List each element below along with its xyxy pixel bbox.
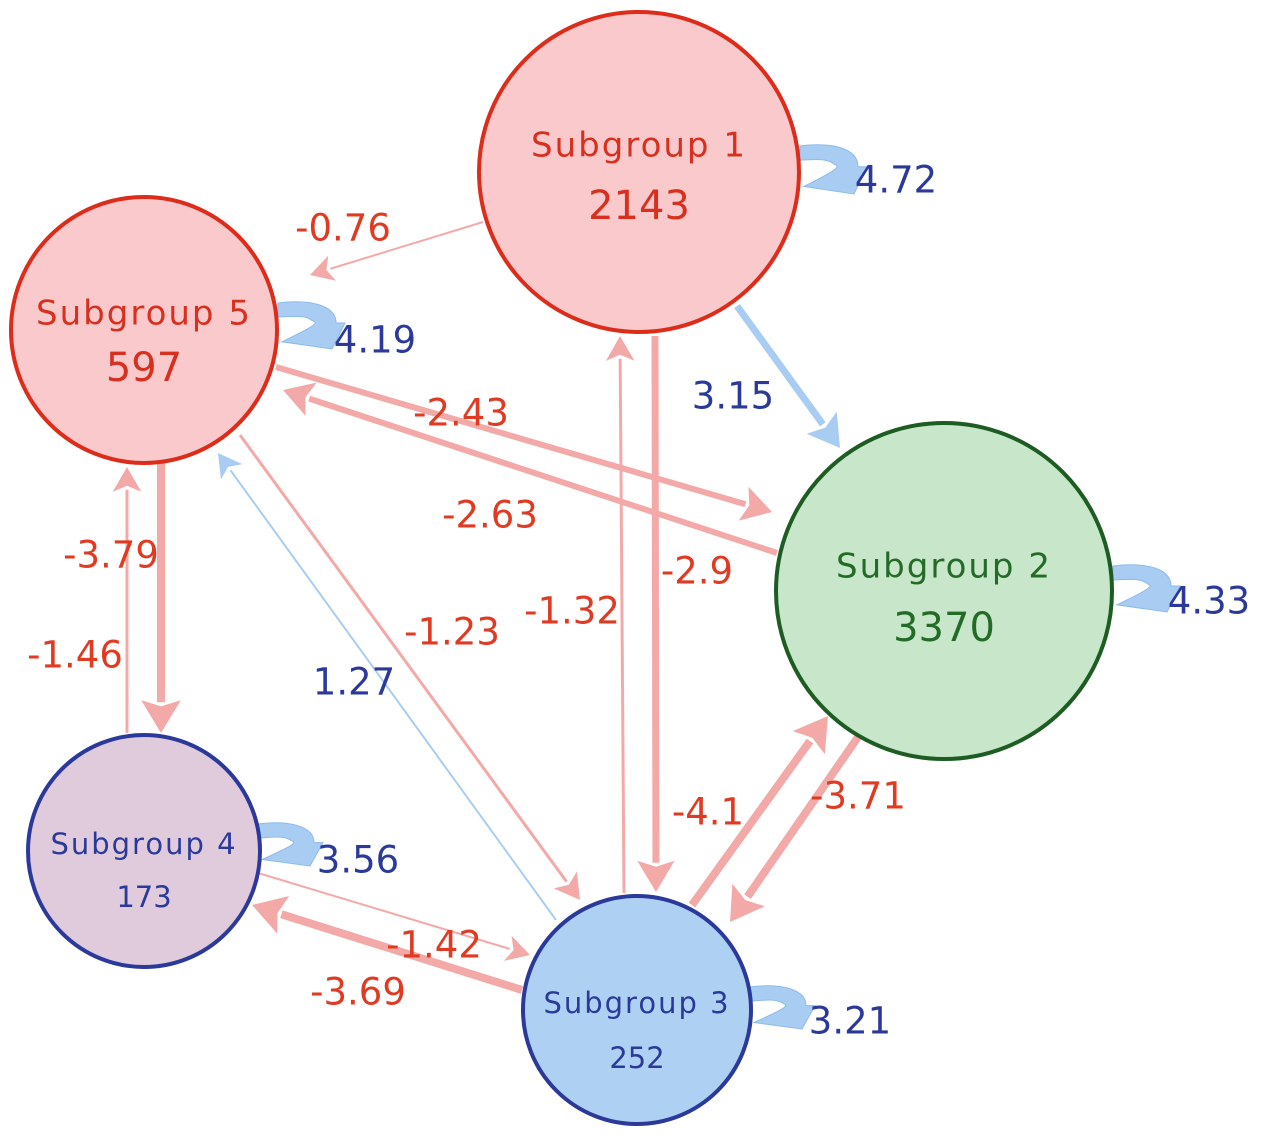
edge-weight-label: -2.9	[661, 550, 733, 593]
node-count: 173	[116, 880, 171, 914]
node-subgroup-2: Subgroup 2 3370	[774, 421, 1114, 761]
self-loop-arrow	[257, 822, 324, 867]
edge-weight-label: -3.79	[63, 534, 159, 577]
edge-4-to-3	[257, 872, 530, 961]
node-circle	[774, 421, 1114, 761]
node-name: Subgroup 3	[543, 986, 730, 1020]
self-loop-5	[277, 301, 346, 350]
edge-arrowhead	[141, 700, 181, 733]
node-subgroup-4: Subgroup 4 173	[26, 733, 262, 969]
edge-line	[744, 734, 862, 899]
self-loop-arrow	[749, 985, 816, 1030]
edge-line	[734, 303, 826, 427]
edge-weight-label: -1.42	[386, 924, 482, 967]
edge-2-to-3	[730, 734, 862, 922]
edge-line	[651, 335, 660, 863]
edge-arrowhead	[112, 467, 142, 492]
edge-line	[229, 469, 557, 921]
node-circle	[9, 195, 279, 465]
node-subgroup-5: Subgroup 5 597	[9, 195, 279, 465]
node-subgroup-3: Subgroup 3 252	[521, 894, 753, 1126]
self-loop-label: 4.33	[1168, 580, 1250, 623]
edge-5-to-4	[141, 463, 181, 733]
edge-1-to-5	[310, 221, 484, 281]
edges-layer	[112, 221, 862, 994]
edge-arrowhead	[738, 486, 772, 521]
node-name: Subgroup 4	[50, 827, 237, 861]
self-loop-label: 4.72	[855, 159, 937, 202]
self-loop-arrow	[277, 301, 346, 350]
edge-5-to-2	[275, 364, 772, 521]
edge-labels-layer: -0.76 3.15 -2.43 -2.63 -3.79 -1.46 -1.231.27 -1…	[27, 159, 1250, 1043]
edge-1-to-3	[637, 335, 675, 892]
self-loop-label: 3.21	[809, 1000, 891, 1043]
self-loop-3	[749, 985, 816, 1030]
node-count: 252	[609, 1041, 664, 1075]
edge-arrowhead	[637, 860, 675, 892]
node-subgroup-1: Subgroup 1 2143	[477, 10, 801, 334]
edge-3-to-2	[688, 716, 828, 908]
edge-arrowhead	[252, 896, 290, 934]
edge-3-to-4	[252, 896, 524, 994]
edge-3-to-1	[605, 336, 635, 894]
edge-line	[257, 872, 510, 950]
edge-arrowhead	[806, 411, 840, 448]
node-circle	[477, 10, 801, 334]
edge-line	[280, 910, 524, 994]
edge-line	[688, 738, 814, 908]
edge-line	[618, 358, 626, 894]
edge-weight-label: -3.71	[810, 775, 906, 818]
edge-weight-label: -2.43	[413, 392, 509, 435]
self-loop-label: 4.19	[334, 319, 416, 362]
edge-4-to-5	[112, 467, 142, 733]
edge-1-to-2	[734, 303, 840, 448]
self-loop-arrow	[1112, 564, 1181, 613]
node-circle	[26, 733, 262, 969]
edge-weight-label: -1.32	[524, 590, 620, 633]
node-name: Subgroup 1	[531, 126, 747, 166]
edge-line	[238, 434, 568, 883]
node-count: 597	[106, 345, 182, 391]
self-loop-label: 3.56	[317, 839, 399, 882]
edge-line	[329, 221, 484, 270]
node-count: 3370	[893, 605, 995, 651]
edge-arrowhead	[553, 871, 580, 900]
edge-arrowhead	[605, 336, 635, 361]
node-name: Subgroup 2	[836, 547, 1052, 587]
node-circle	[521, 894, 753, 1126]
node-name: Subgroup 5	[36, 294, 252, 334]
edge-weight-label: -4.1	[672, 791, 744, 834]
self-loop-4	[257, 822, 324, 867]
edge-weight-label: -1.23	[404, 611, 500, 654]
edge-weight-label: -0.76	[295, 207, 391, 250]
edge-weight-label: -1.46	[27, 634, 123, 677]
edge-5-to-3	[238, 434, 580, 900]
edge-weight-label: -3.69	[310, 971, 406, 1014]
self-loop-arrow	[799, 144, 868, 195]
edge-arrowhead	[310, 255, 336, 281]
edge-3-to-5	[218, 453, 557, 921]
edge-weight-label: -2.63	[442, 494, 538, 537]
edge-line	[308, 395, 778, 556]
edge-arrowhead	[504, 935, 530, 961]
edge-arrowhead	[730, 883, 765, 922]
self-loops-layer	[257, 144, 1181, 1030]
self-loop-1	[799, 144, 868, 195]
edge-arrowhead	[792, 716, 828, 755]
edge-arrowhead	[218, 453, 243, 480]
node-count: 2143	[588, 183, 690, 229]
edge-2-to-5	[283, 382, 778, 556]
nodes-layer: Subgroup 1 2143 Subgroup 2 3370 Subgroup 3 25…	[9, 10, 1114, 1126]
edge-weight-label: 1.27	[313, 661, 395, 704]
edge-line	[275, 364, 747, 508]
edge-arrowhead	[283, 382, 317, 416]
self-loop-2	[1112, 564, 1181, 613]
edge-weight-label: 3.15	[692, 375, 774, 418]
